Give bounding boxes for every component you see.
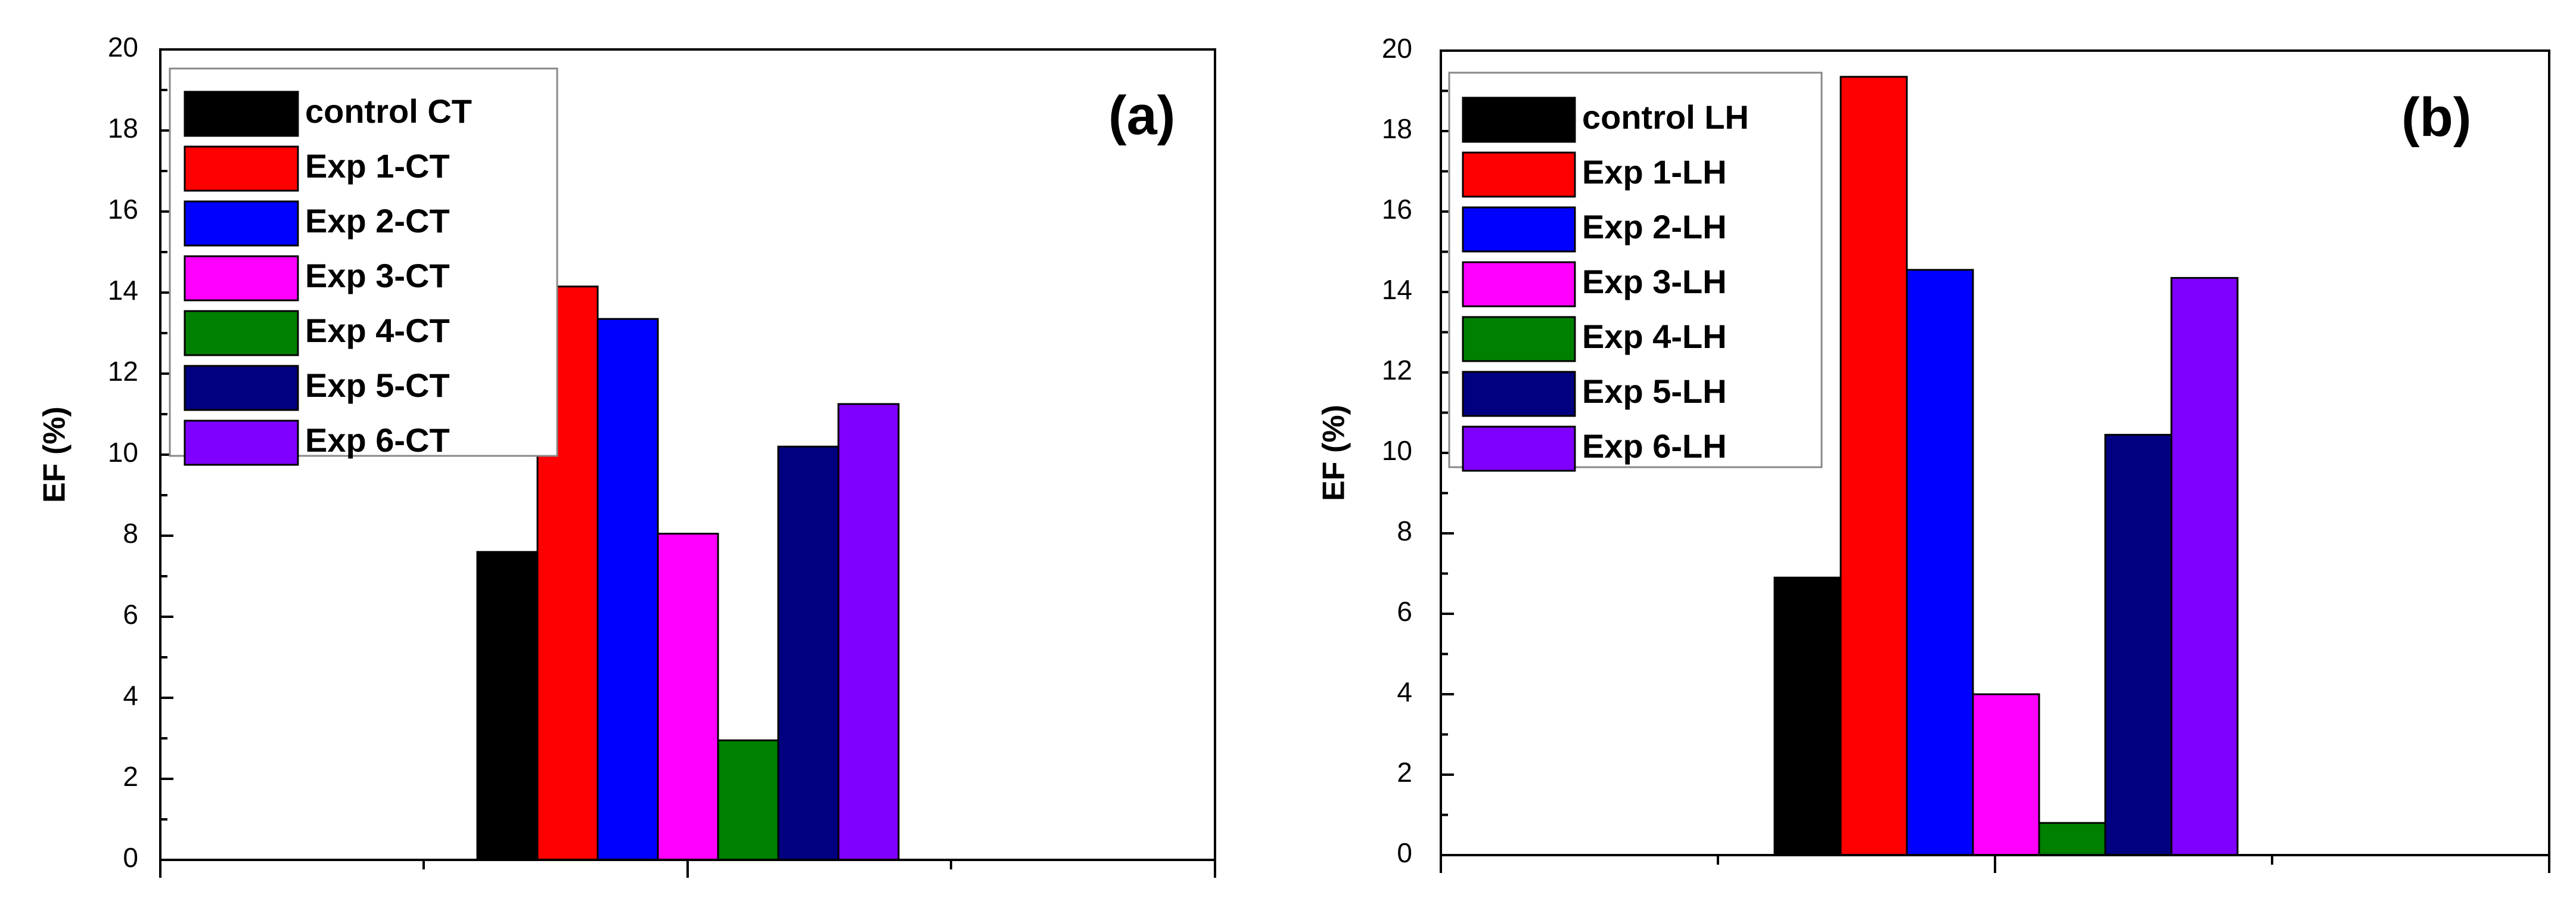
y-tick-label: 20 [108, 32, 138, 63]
y-tick-label: 6 [1397, 596, 1412, 627]
legend-label: Exp 4-LH [1582, 318, 1727, 355]
legend-label: Exp 6-LH [1582, 427, 1727, 465]
y-tick-label: 20 [1382, 33, 1412, 64]
y-tick-labels-b: 0 2 4 6 8 10 12 14 16 18 20 [1382, 33, 1412, 868]
y-tick-label: 10 [1382, 435, 1412, 466]
legend-swatch [1462, 425, 1576, 472]
legend-swatch [1462, 316, 1576, 362]
legend-label: control CT [305, 92, 472, 130]
legend-swatch [1462, 261, 1576, 307]
legend-label: Exp 5-CT [305, 366, 450, 404]
y-tick-label: 16 [108, 194, 138, 225]
y-tick-label: 0 [123, 842, 138, 873]
y-tick-label: 2 [123, 761, 138, 792]
legend-swatch [1462, 151, 1576, 198]
panel-label-a: (a) [1108, 85, 1175, 146]
bar [476, 551, 539, 861]
bar [1773, 576, 1842, 856]
bar [657, 533, 719, 861]
bars-a [476, 285, 900, 861]
bar [777, 445, 840, 861]
legend-label: Exp 5-LH [1582, 372, 1727, 410]
y-tick-label: 12 [108, 356, 138, 387]
y-tick-label: 6 [123, 599, 138, 630]
y-tick-label: 2 [1397, 757, 1412, 788]
bar [2038, 822, 2106, 856]
y-tick-label: 18 [1382, 113, 1412, 144]
chart-panel-b: 0 2 4 6 8 10 12 14 16 18 20 EF (%) contr… [1317, 33, 2550, 873]
y-tick-label: 4 [1397, 676, 1412, 707]
legend-swatch [184, 365, 299, 411]
plot-frame-a [159, 48, 1216, 861]
legend-label: Exp 2-CT [305, 202, 450, 240]
y-axis-title-a: EF (%) [38, 406, 72, 503]
legend-label: Exp 1-LH [1582, 153, 1727, 191]
legend-swatch [1462, 97, 1576, 143]
y-tick-label: 14 [108, 275, 138, 306]
y-tick-label: 14 [1382, 274, 1412, 305]
bars-b [1773, 76, 2239, 856]
legend-label: Exp 6-CT [305, 421, 450, 459]
bar [1972, 693, 2040, 856]
bar [717, 739, 779, 861]
bar [837, 403, 900, 861]
y-tick-label: 10 [108, 437, 138, 468]
y-tick-label: 16 [1382, 194, 1412, 225]
legend-swatch [1462, 371, 1576, 417]
bar [2170, 276, 2239, 856]
legend-label: Exp 2-LH [1582, 208, 1727, 246]
bar [596, 318, 659, 861]
panel-label-b: (b) [2401, 87, 2471, 148]
legend-label: Exp 3-LH [1582, 263, 1727, 300]
y-tick-label: 8 [1397, 515, 1412, 546]
bar [1839, 76, 1908, 856]
legend-swatch [184, 145, 299, 192]
legend-swatches-a [184, 91, 299, 466]
legend-label: Exp 3-CT [305, 257, 450, 294]
y-tick-label: 4 [123, 680, 138, 711]
legend-swatches-b [1462, 97, 1576, 472]
y-tick-label: 12 [1382, 355, 1412, 386]
plot-frame-b [1440, 49, 2550, 856]
y-tick-label: 8 [123, 518, 138, 549]
y-tick-labels-a: 0 2 4 6 8 10 12 14 16 18 20 [108, 32, 138, 873]
legend-swatch [184, 91, 299, 137]
legend-b: control LH Exp 1-LH Exp 2-LH Exp 3-LH Ex… [1448, 72, 1823, 472]
legend-a: control CT Exp 1-CT Exp 2-CT Exp 3-CT Ex… [169, 67, 558, 466]
legend-label: Exp 1-CT [305, 147, 450, 185]
y-tick-label: 18 [108, 113, 138, 144]
legend-label: control LH [1582, 98, 1749, 136]
legend-swatch [184, 420, 299, 466]
legend-swatch [184, 255, 299, 302]
chart-panel-a: 0 2 4 6 8 10 12 14 16 18 20 EF (%) contr… [38, 32, 1216, 878]
legend-swatch [184, 200, 299, 247]
y-axis-title-b: EF (%) [1317, 405, 1351, 501]
bar [2104, 434, 2173, 856]
bar [1906, 269, 1974, 856]
legend-swatch [184, 310, 299, 356]
legend-swatch [1462, 206, 1576, 253]
legend-label: Exp 4-CT [305, 312, 450, 349]
y-tick-label: 0 [1397, 837, 1412, 868]
